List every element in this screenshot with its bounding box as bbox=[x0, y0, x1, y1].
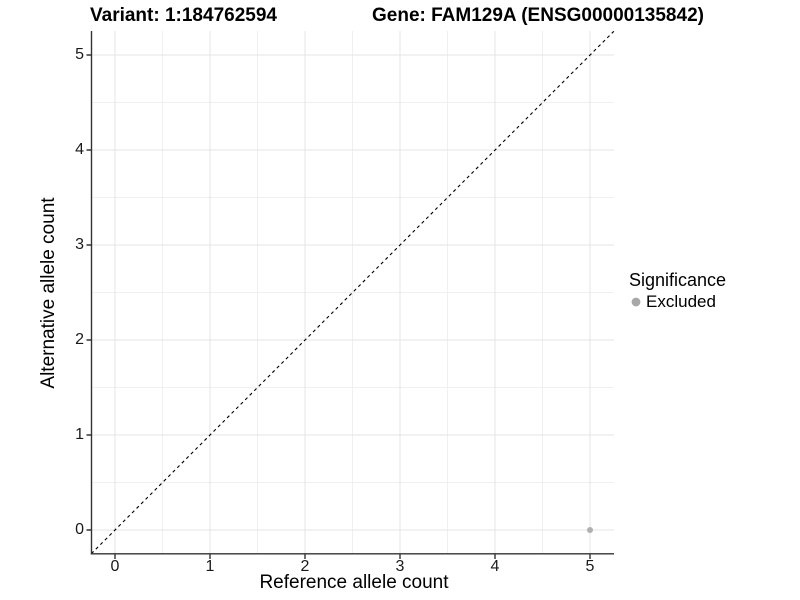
identity-line bbox=[90, 30, 615, 555]
legend-title: Significance bbox=[629, 270, 727, 290]
x-tick-label-0: 0 bbox=[110, 558, 120, 575]
y-tick-label-4: 4 bbox=[75, 141, 84, 158]
x-tick-label-3: 3 bbox=[395, 558, 405, 575]
gridlines-minor bbox=[91, 31, 614, 554]
y-tick-label-1: 1 bbox=[75, 426, 84, 443]
x-tick-label-1: 1 bbox=[205, 558, 215, 575]
y-tick-label-0: 0 bbox=[75, 521, 84, 538]
x-tick-label-5: 5 bbox=[585, 558, 595, 575]
plot-title-variant: Variant: 1:184762594 bbox=[90, 5, 277, 26]
legend-item-label: Excluded bbox=[646, 292, 716, 311]
x-tick-label-2: 2 bbox=[300, 558, 310, 575]
plot-title-gene: Gene: FAM129A (ENSG00000135842) bbox=[372, 5, 704, 26]
x-axis-title: Reference allele count bbox=[259, 572, 449, 593]
x-axis-ticks bbox=[114, 554, 591, 559]
y-axis-ticks bbox=[86, 54, 91, 531]
x-tick-label-4: 4 bbox=[490, 558, 500, 575]
y-tick-label-3: 3 bbox=[75, 236, 84, 253]
gridlines-major bbox=[91, 31, 614, 554]
y-axis-title: Alternative allele count bbox=[38, 197, 59, 389]
y-tick-label-5: 5 bbox=[75, 46, 84, 63]
legend-item-excluded: Excluded bbox=[629, 292, 726, 312]
y-tick-label-2: 2 bbox=[75, 331, 84, 348]
legend-point-icon bbox=[631, 297, 641, 307]
legend: Significance Excluded bbox=[629, 269, 726, 312]
data-point-excluded bbox=[587, 527, 593, 533]
